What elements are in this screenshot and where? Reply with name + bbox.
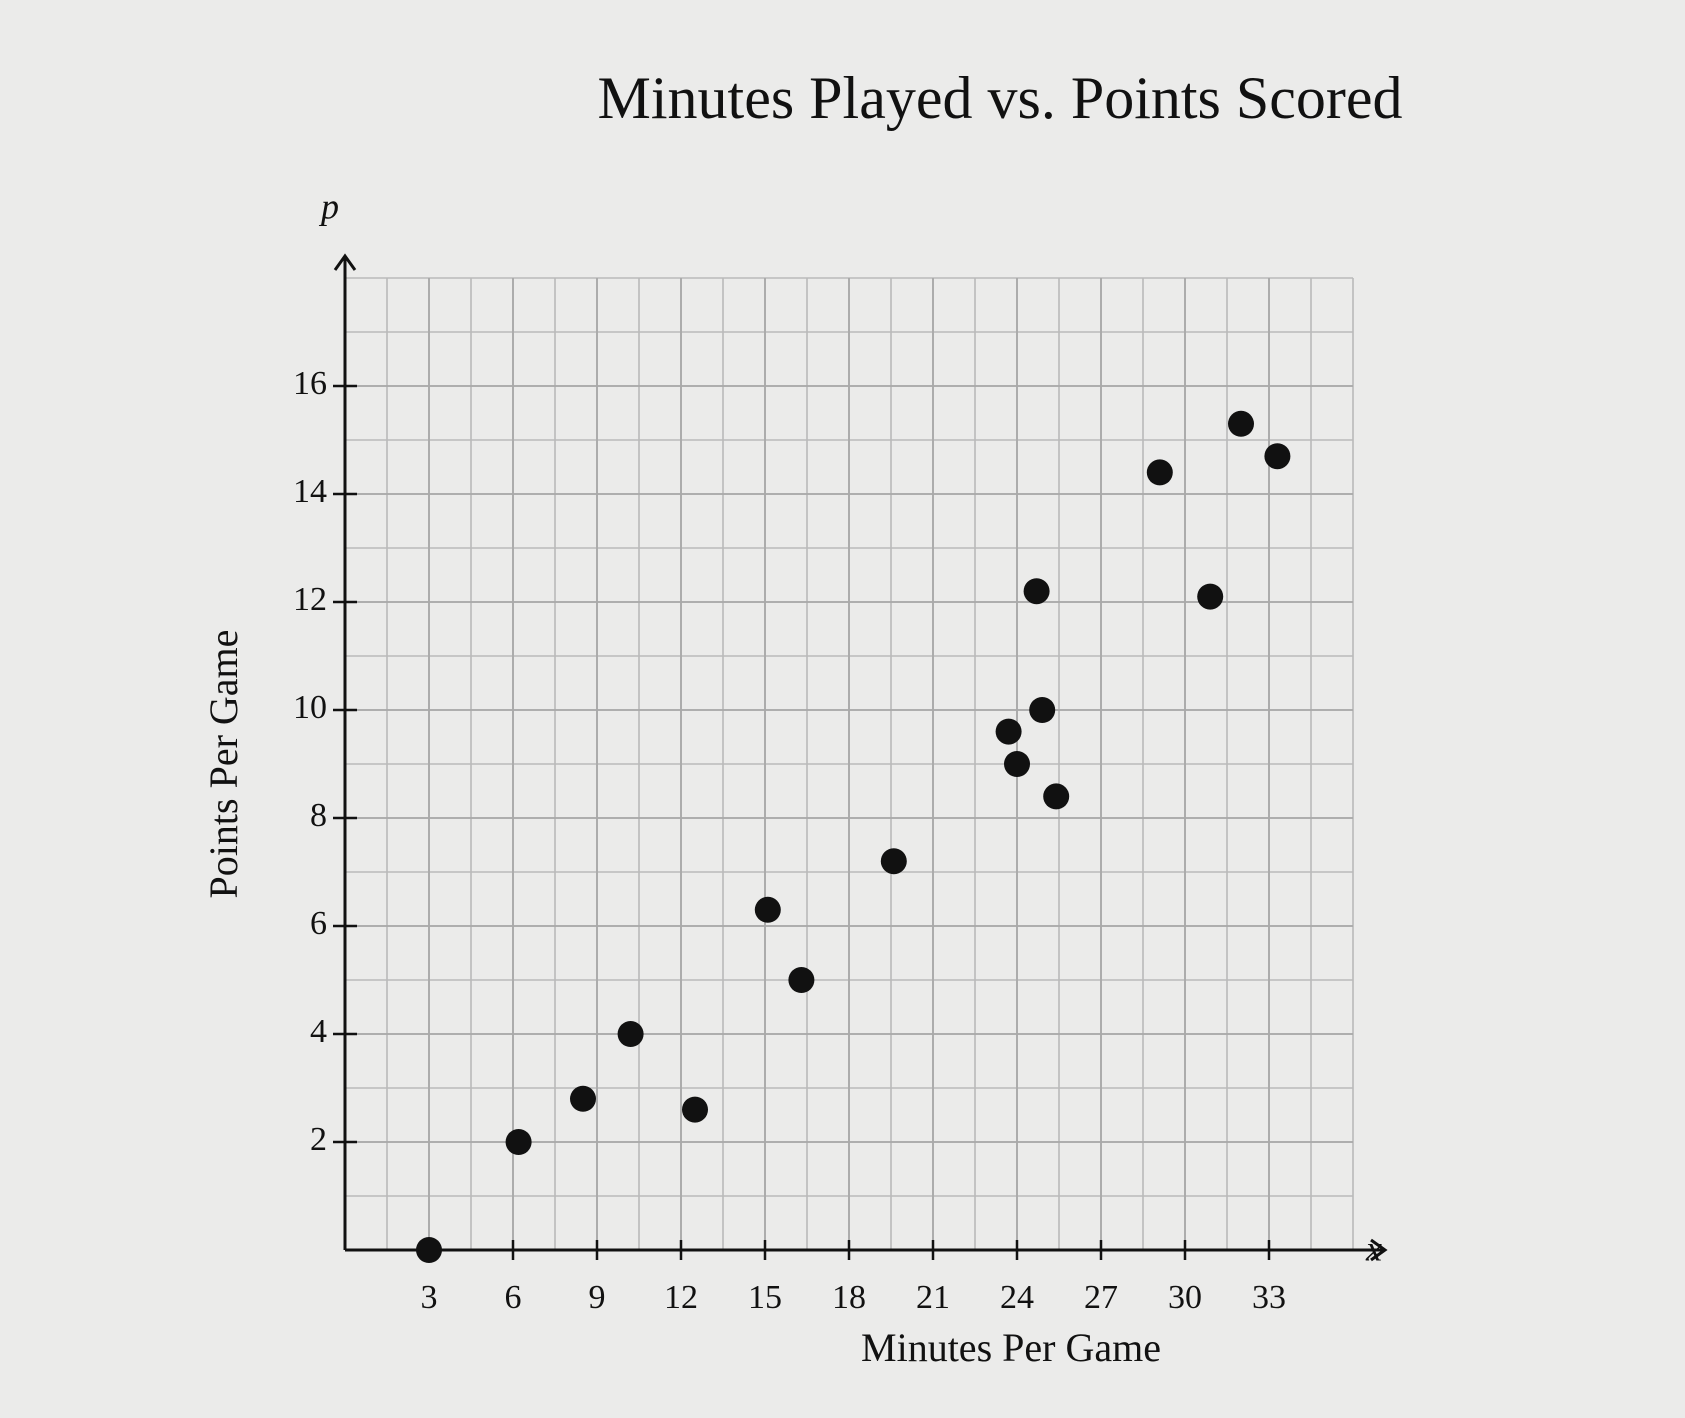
x-tick-label: 3 [421, 1279, 438, 1316]
y-tick-label: 12 [293, 581, 327, 618]
point [995, 718, 1022, 745]
x-axis-title: Minutes Per Game [861, 1325, 1161, 1370]
x-tick-label: 6 [505, 1279, 522, 1316]
y-axis-title: Points Per Game [201, 630, 246, 899]
x-tick-label: 21 [916, 1279, 950, 1316]
y-tick-label: 2 [310, 1121, 327, 1158]
point [1264, 443, 1291, 470]
x-axis-arrow [1370, 1238, 1388, 1262]
y-tick-label: 10 [293, 689, 327, 726]
x-tick-label: 30 [1168, 1279, 1202, 1316]
x-tick-label: 18 [832, 1279, 866, 1316]
x-variable: x [1365, 1228, 1382, 1268]
point [505, 1129, 532, 1155]
point [1197, 583, 1224, 610]
x-tick-label: 12 [664, 1279, 698, 1316]
point [617, 1021, 644, 1047]
point [682, 1096, 708, 1123]
chart-title: Minutes Played vs. Points Scored [598, 65, 1403, 131]
y-tick-label: 8 [310, 797, 327, 834]
x-tick-label: 24 [1000, 1279, 1034, 1316]
y-variable: p [318, 186, 339, 226]
y-axis-arrow [333, 253, 357, 271]
point [788, 967, 815, 993]
y-tick-label: 14 [293, 473, 327, 510]
point [416, 1237, 442, 1263]
x-tick-label: 33 [1252, 1279, 1286, 1316]
x-tick-label: 15 [748, 1279, 782, 1316]
y-tick-label: 16 [293, 365, 327, 402]
point [1029, 697, 1056, 723]
point [1043, 783, 1070, 810]
x-tick-label: 9 [589, 1279, 606, 1316]
point [570, 1085, 596, 1112]
point [754, 896, 781, 923]
point [1023, 578, 1050, 605]
point [1228, 410, 1254, 437]
y-tick-label: 6 [310, 905, 327, 942]
x-tick-label: 27 [1084, 1279, 1118, 1316]
point [880, 848, 907, 875]
point [1004, 751, 1030, 777]
point [1146, 459, 1173, 486]
y-tick-label: 4 [310, 1013, 327, 1050]
